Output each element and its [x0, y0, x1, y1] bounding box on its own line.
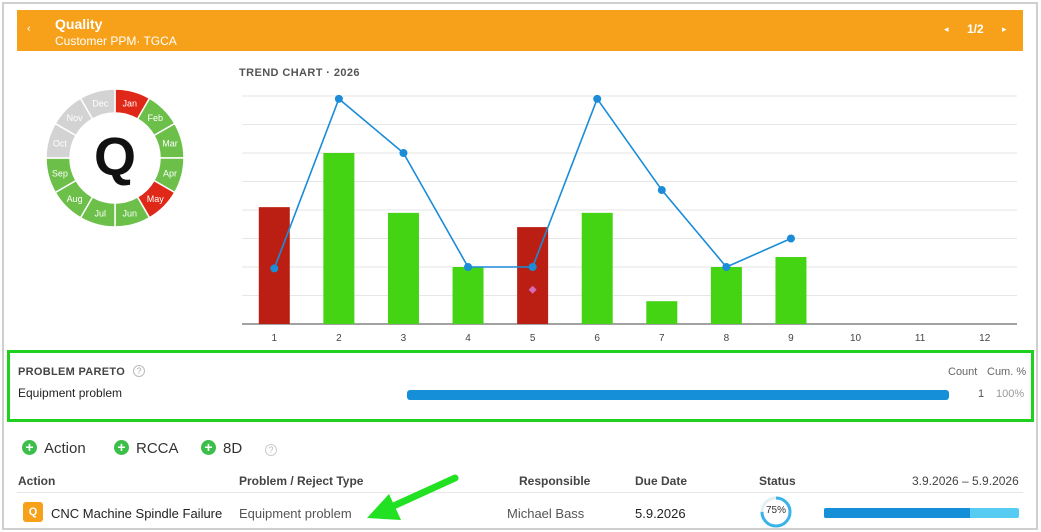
bar-month-6[interactable] [581, 212, 613, 324]
month-label: Sep [52, 168, 68, 178]
plus-icon: + [114, 440, 129, 455]
category-letter: Q [94, 127, 136, 187]
pareto-cum-header: Cum. % [987, 366, 1027, 378]
x-tick-label: 1 [272, 333, 278, 344]
wheel-center [71, 114, 159, 202]
month-label: May [147, 194, 165, 204]
kpi-title: Quality [55, 16, 103, 32]
trend-point[interactable] [722, 263, 731, 271]
x-tick-label: 4 [465, 333, 471, 344]
x-tick-label: 5 [530, 333, 536, 344]
help-icon[interactable]: ? [133, 365, 145, 377]
trend-point[interactable] [270, 264, 279, 273]
add-8d-label: 8D [223, 440, 243, 457]
annotation-arrow [367, 474, 459, 520]
due-date: 5.9.2026 [635, 506, 686, 521]
pareto-count-header: Count [948, 366, 978, 378]
month-label: Jul [94, 209, 106, 219]
trend-point[interactable] [593, 94, 602, 103]
month-label: Aug [67, 194, 83, 204]
problem-pareto: PROBLEM PARETO ? Count Cum. % Equipment … [7, 350, 1034, 422]
trend-point[interactable] [528, 263, 537, 271]
bar-month-7[interactable] [646, 301, 678, 324]
month-label: Oct [53, 139, 68, 149]
timeline-bar-fill [824, 508, 971, 518]
prev-page-icon[interactable]: ◂ [944, 24, 949, 34]
next-page-icon[interactable]: ▸ [1002, 24, 1007, 34]
add-rcca-button[interactable]: + RCCA [114, 440, 179, 457]
trend-point[interactable] [657, 186, 666, 195]
x-tick-label: 2 [336, 333, 342, 344]
pareto-item-count: 1 [978, 388, 985, 400]
kpi-subtitle: Customer PPM· TGCA [55, 34, 177, 48]
month-label: Jan [122, 98, 137, 108]
x-tick-label: 12 [979, 333, 991, 344]
col-header-action[interactable]: Action [18, 474, 56, 488]
reject-type: Equipment problem [239, 506, 352, 521]
timeline-bar [824, 508, 1019, 518]
month-wheel: Jan Feb Mar Apr May Jun Jul Aug Sep Oct Nov Dec Q [45, 88, 185, 228]
month-label: Mar [162, 139, 178, 149]
col-header-status[interactable]: Status [759, 474, 796, 488]
target-marker [528, 285, 537, 294]
x-tick-label: 9 [788, 333, 794, 344]
month-label: Jun [122, 209, 137, 219]
pareto-bar [407, 390, 949, 400]
plus-icon: + [22, 440, 37, 455]
pareto-title: PROBLEM PARETO [18, 366, 126, 378]
date-range: 3.9.2026 – 5.9.2026 [912, 474, 1019, 488]
divider [17, 492, 1023, 493]
add-action-label: Action [44, 440, 86, 457]
pareto-bar-track [407, 390, 949, 400]
col-header-type[interactable]: Problem / Reject Type [239, 474, 364, 488]
col-header-due[interactable]: Due Date [635, 474, 688, 488]
pareto-item-cum: 100% [996, 388, 1025, 400]
x-tick-label: 11 [915, 333, 926, 344]
quality-badge: Q [23, 502, 43, 522]
month-label: Feb [148, 113, 164, 123]
x-tick-label: 7 [659, 333, 665, 344]
trend-chart: 1 2 3 4 5 6 7 8 9 10 11 12 [242, 94, 1017, 344]
responsible-name: Michael Bass [507, 506, 585, 521]
month-label: Apr [163, 168, 177, 178]
trend-point[interactable] [399, 149, 408, 157]
bar-month-3[interactable] [387, 212, 419, 324]
x-tick-label: 10 [850, 333, 862, 344]
page-indicator: 1/2 [967, 22, 984, 36]
add-rcca-label: RCCA [136, 440, 179, 457]
status-progress-ring [760, 496, 792, 528]
add-action-button[interactable]: + Action [22, 440, 86, 457]
bar-month-4[interactable] [452, 267, 484, 324]
bar-month-9[interactable] [775, 257, 807, 324]
add-8d-button[interactable]: +8D [201, 440, 242, 457]
x-tick-label: 8 [724, 333, 730, 344]
status-percent: 75% [765, 505, 786, 516]
action-title[interactable]: CNC Machine Spindle Failure [51, 506, 223, 521]
col-header-responsible[interactable]: Responsible [519, 474, 591, 488]
bar-month-2[interactable] [323, 153, 355, 324]
trend-chart-title: TREND CHART · 2026 [239, 67, 360, 79]
x-tick-label: 6 [594, 333, 600, 344]
trend-point[interactable] [334, 94, 343, 103]
x-tick-label: 3 [401, 333, 407, 344]
trend-point[interactable] [464, 263, 473, 271]
back-chevron-icon[interactable]: ‹ [27, 23, 31, 35]
bar-month-5[interactable] [517, 227, 549, 324]
plus-icon: + [201, 440, 216, 455]
trend-point[interactable] [786, 234, 795, 243]
month-label: Nov [67, 113, 84, 123]
pareto-item-label: Equipment problem [18, 386, 123, 400]
month-label: Dec [92, 98, 109, 108]
bar-month-8[interactable] [710, 267, 742, 324]
help-icon[interactable]: ? [265, 444, 277, 456]
kpi-header: ‹ Quality Customer PPM· TGCA ◂ 1/2 ▸ [17, 10, 1023, 51]
month-segment-dec[interactable] [79, 88, 116, 121]
